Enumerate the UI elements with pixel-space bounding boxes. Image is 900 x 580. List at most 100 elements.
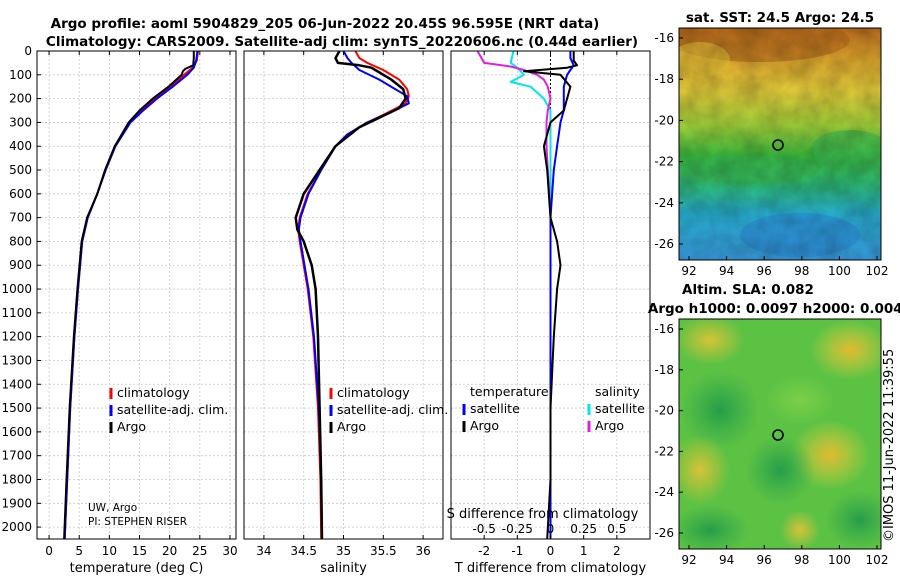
map-x-tick-label: 98 bbox=[794, 553, 809, 567]
map-y-tick-label: -26 bbox=[654, 526, 674, 540]
y-tick-label: 1400 bbox=[1, 377, 32, 391]
d-grid bbox=[451, 50, 650, 539]
y-tick-label: 1300 bbox=[1, 353, 32, 367]
x-tick-label: 10 bbox=[102, 544, 117, 558]
salinity-panel: 34 34.5 35 35.5 36 salinity climatology satelli… bbox=[243, 50, 448, 576]
y-tick-label: 1800 bbox=[1, 472, 32, 486]
legend-title-temperature: temperature bbox=[470, 384, 549, 399]
legend-label: Argo bbox=[595, 418, 624, 433]
map-x-tick-label: 102 bbox=[866, 264, 889, 278]
sst-argo-location-marker bbox=[772, 139, 784, 151]
map-x-tick-label: 100 bbox=[828, 553, 851, 567]
sst-map-title: sat. SST: 24.5 Argo: 24.5 bbox=[686, 10, 874, 26]
x-tick-label: 34 bbox=[256, 544, 271, 558]
y-tick-label: 800 bbox=[9, 234, 32, 248]
map-x-tick-label: 94 bbox=[719, 553, 734, 567]
x-axis-label: T difference from climatology bbox=[454, 561, 647, 576]
figure-title-line1: Argo profile: aoml 5904829_205 06-Jun-20… bbox=[51, 16, 600, 32]
x-tick-label: 0 bbox=[45, 544, 53, 558]
map-x-tick-label: 102 bbox=[866, 553, 889, 567]
map-y-tick-label: -20 bbox=[654, 404, 674, 418]
y-tick-label: 1700 bbox=[1, 449, 32, 463]
y-tick-label: 0 bbox=[24, 44, 32, 58]
temp-argo-line bbox=[63, 51, 195, 539]
legend-label: satellite bbox=[470, 401, 520, 416]
s-axis-label: S difference from climatology bbox=[447, 507, 639, 522]
map-y-tick-label: -24 bbox=[654, 485, 674, 499]
map-y-tick-label: -20 bbox=[654, 113, 674, 127]
sla-map-frame bbox=[678, 318, 882, 550]
legend-label: Argo bbox=[470, 418, 499, 433]
s-tick-label: 0.5 bbox=[607, 522, 626, 536]
map-x-tick-label: 94 bbox=[719, 264, 734, 278]
map-y-tick-label: -26 bbox=[654, 237, 674, 251]
y-tick-label: 200 bbox=[9, 92, 32, 106]
x-tick-label: 15 bbox=[132, 544, 147, 558]
s-series bbox=[294, 51, 410, 539]
map-y-tick-label: -16 bbox=[654, 322, 674, 336]
x-tick-label: 0 bbox=[547, 544, 555, 558]
s-tick-label: 0.25 bbox=[570, 522, 597, 536]
sla-map: Altim. SLA: 0.082 Argo h1000: 0.0097 h20… bbox=[648, 282, 900, 567]
x-tick-label: 20 bbox=[162, 544, 177, 558]
axes-frame bbox=[36, 50, 237, 540]
y-tick-label: 400 bbox=[9, 139, 32, 153]
y-tick-label: 1600 bbox=[1, 425, 32, 439]
x-axis-label: temperature (deg C) bbox=[70, 561, 204, 576]
sal-legend: climatology satellite-adj. clim. Argo bbox=[329, 385, 448, 434]
map-x-tick-label: 92 bbox=[681, 264, 696, 278]
map-y-tick-label: -18 bbox=[654, 363, 674, 377]
x-tick-label: 36 bbox=[415, 544, 430, 558]
map-x-tick-label: 98 bbox=[794, 264, 809, 278]
pi-label: PI: STEPHEN RISER bbox=[88, 516, 187, 528]
legend-label: climatology bbox=[117, 385, 190, 400]
sst-map-frame bbox=[678, 27, 882, 261]
sst-map: sat. SST: 24.5 Argo: 24.5 -16 -18 -20 -22 -2… bbox=[654, 10, 889, 278]
map-y-tick-label: -22 bbox=[654, 444, 674, 458]
figure-title-line2: Climatology: CARS2009. Satellite-adj cli… bbox=[46, 34, 638, 50]
map-x-tick-label: 92 bbox=[681, 553, 696, 567]
x-tick-label: 2 bbox=[613, 544, 621, 558]
x-tick-label: 35 bbox=[336, 544, 351, 558]
x-tick-label: -2 bbox=[478, 544, 490, 558]
y-tick-label: 900 bbox=[9, 258, 32, 272]
y-tick-label: 500 bbox=[9, 163, 32, 177]
map-y-tick-label: -18 bbox=[654, 72, 674, 86]
x-tick-label: -1 bbox=[511, 544, 523, 558]
y-tick-label: 600 bbox=[9, 187, 32, 201]
s-tick-label: -0.5 bbox=[472, 522, 495, 536]
sla-map-title: Altim. SLA: 0.082 bbox=[682, 282, 814, 298]
x-axis-label: salinity bbox=[320, 561, 367, 576]
d-series bbox=[476, 51, 578, 539]
map-y-tick-label: -24 bbox=[654, 196, 674, 210]
x-tick-label: 1 bbox=[580, 544, 588, 558]
t-plot-area bbox=[37, 51, 236, 539]
x-tick-label: 35.5 bbox=[370, 544, 397, 558]
s-tick-label: 0 bbox=[547, 522, 555, 536]
data-centre-label: UW, Argo bbox=[88, 502, 137, 514]
legend-title-salinity: salinity bbox=[595, 384, 640, 399]
x-tick-label: 25 bbox=[192, 544, 207, 558]
legend-label: satellite-adj. clim. bbox=[117, 402, 228, 417]
s-tick-label: -0.25 bbox=[502, 522, 533, 536]
difference-panel: -2 -1 0 1 2 T difference from climatology -0.5… bbox=[447, 50, 651, 576]
temperature-panel: 0 5 10 15 20 25 300100200300400500600700800900… bbox=[1, 44, 237, 576]
y-tick-label: 1900 bbox=[1, 496, 32, 510]
map-y-tick-label: -22 bbox=[654, 155, 674, 169]
map-x-tick-label: 96 bbox=[757, 264, 772, 278]
y-tick-label: 1000 bbox=[1, 282, 32, 296]
map-x-tick-label: 100 bbox=[828, 264, 851, 278]
legend-label: climatology bbox=[337, 385, 410, 400]
x-tick-label: 5 bbox=[75, 544, 83, 558]
y-tick-label: 1500 bbox=[1, 401, 32, 415]
x-tick-label: 30 bbox=[222, 544, 237, 558]
sal-argo-line bbox=[294, 51, 407, 539]
y-tick-label: 100 bbox=[9, 68, 32, 82]
t-series bbox=[63, 51, 199, 539]
y-tick-label: 1200 bbox=[1, 330, 32, 344]
sla-argo-location-marker bbox=[772, 429, 784, 441]
diff-t-argo-line bbox=[523, 51, 578, 539]
legend-label: satellite bbox=[595, 401, 645, 416]
map-x-tick-label: 96 bbox=[757, 553, 772, 567]
